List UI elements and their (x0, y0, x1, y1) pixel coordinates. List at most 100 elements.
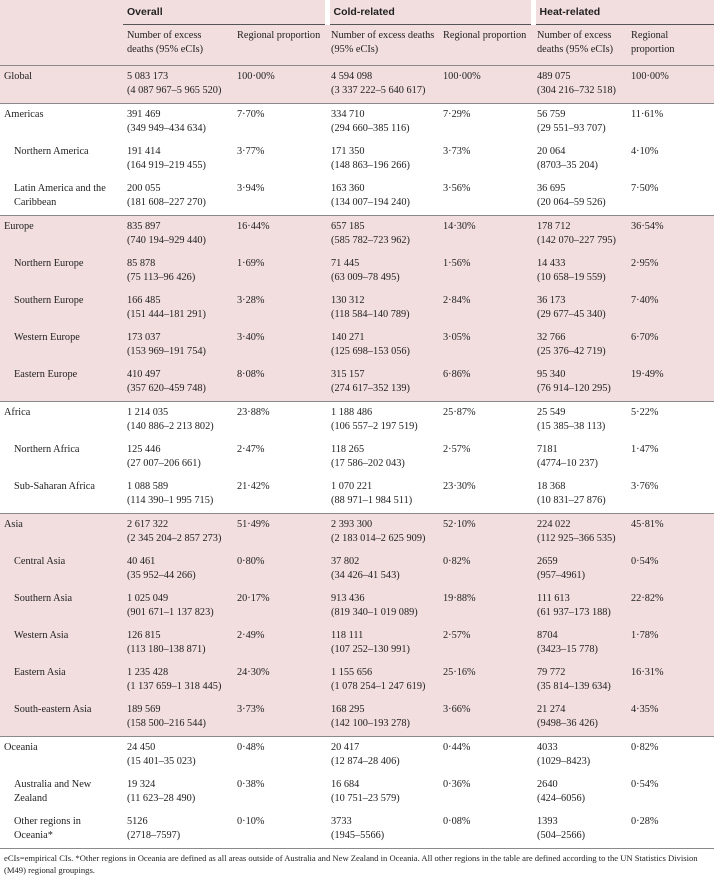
subregion-name: Eastern Asia (0, 662, 123, 699)
overall-deaths-cell: 1 235 428(1 137 659–1 318 445) (123, 662, 233, 699)
heat-deaths-value: 8704 (537, 629, 623, 643)
corner-cell (0, 0, 123, 25)
overall-deaths-value: 1 088 589 (127, 480, 229, 494)
heat-confidence-interval: (504–2566) (537, 829, 623, 843)
subregion-name: Latin America and the Caribbean (0, 178, 123, 216)
heat-deaths-cell: 25 549(15 385–38 113) (533, 402, 627, 440)
cold-deaths-cell: 20 417(12 874–28 406) (327, 737, 439, 775)
heat-deaths-cell: 18 368(10 831–27 876) (533, 476, 627, 514)
cold-regional-proportion: 25·87% (439, 402, 533, 440)
heat-deaths-cell: 111 613(61 937–173 188) (533, 588, 627, 625)
heat-regional-proportion: 19·49% (627, 364, 714, 402)
heat-deaths-cell: 7181(4774–10 237) (533, 439, 627, 476)
cold-confidence-interval: (1945–5566) (331, 829, 435, 843)
cold-deaths-cell: 3733(1945–5566) (327, 811, 439, 849)
overall-confidence-interval: (2718–7597) (127, 829, 229, 843)
cold-deaths-cell: 334 710(294 660–385 116) (327, 104, 439, 142)
overall-deaths-cell: 5126(2718–7597) (123, 811, 233, 849)
overall-regional-proportion: 3·40% (233, 327, 327, 364)
cold-deaths-value: 130 312 (331, 294, 435, 308)
heat-confidence-interval: (20 064–59 526) (537, 196, 623, 210)
cold-deaths-cell: 71 445(63 009–78 495) (327, 253, 439, 290)
overall-deaths-cell: 1 214 035(140 886–2 213 802) (123, 402, 233, 440)
heat-regional-proportion: 3·76% (627, 476, 714, 514)
heat-regional-proportion: 5·22% (627, 402, 714, 440)
cold-deaths-value: 118 265 (331, 443, 435, 457)
overall-regional-proportion: 3·94% (233, 178, 327, 216)
heat-deaths-cell: 178 712(142 070–227 795) (533, 216, 627, 254)
subregion-name: Australia and New Zealand (0, 774, 123, 811)
heat-deaths-value: 20 064 (537, 145, 623, 159)
column-header-deaths: Number of excess deaths (95% eCIs) (123, 25, 233, 66)
subregion-name: Southern Asia (0, 588, 123, 625)
overall-confidence-interval: (113 180–138 871) (127, 643, 229, 657)
heat-deaths-value: 32 766 (537, 331, 623, 345)
overall-deaths-value: 173 037 (127, 331, 229, 345)
heat-confidence-interval: (15 385–38 113) (537, 420, 623, 434)
cold-deaths-value: 171 350 (331, 145, 435, 159)
overall-confidence-interval: (901 671–1 137 823) (127, 606, 229, 620)
overall-regional-proportion: 1·69% (233, 253, 327, 290)
cold-confidence-interval: (88 971–1 984 511) (331, 494, 435, 508)
overall-deaths-cell: 410 497(357 620–459 748) (123, 364, 233, 402)
cold-deaths-value: 2 393 300 (331, 518, 435, 532)
heat-confidence-interval: (112 925–366 535) (537, 532, 623, 546)
cold-regional-proportion: 3·56% (439, 178, 533, 216)
subregion-name: Other regions in Oceania* (0, 811, 123, 849)
overall-deaths-cell: 126 815(113 180–138 871) (123, 625, 233, 662)
overall-deaths-cell: 19 324(11 623–28 490) (123, 774, 233, 811)
overall-regional-proportion: 0·10% (233, 811, 327, 849)
heat-regional-proportion: 7·40% (627, 290, 714, 327)
overall-confidence-interval: (35 952–44 266) (127, 569, 229, 583)
heat-deaths-cell: 2659(957–4961) (533, 551, 627, 588)
region-name: Americas (0, 104, 123, 142)
cold-confidence-interval: (142 100–193 278) (331, 717, 435, 731)
cold-confidence-interval: (585 782–723 962) (331, 234, 435, 248)
heat-regional-proportion: 2·95% (627, 253, 714, 290)
overall-regional-proportion: 3·28% (233, 290, 327, 327)
region-name: Oceania (0, 737, 123, 775)
cold-confidence-interval: (107 252–130 991) (331, 643, 435, 657)
cold-deaths-cell: 118 111(107 252–130 991) (327, 625, 439, 662)
cold-confidence-interval: (34 426–41 543) (331, 569, 435, 583)
subregion-name: Central Asia (0, 551, 123, 588)
heat-deaths-value: 224 022 (537, 518, 623, 532)
cold-deaths-cell: 168 295(142 100–193 278) (327, 699, 439, 737)
cold-confidence-interval: (10 751–23 579) (331, 792, 435, 806)
heat-deaths-cell: 32 766(25 376–42 719) (533, 327, 627, 364)
heat-confidence-interval: (35 814–139 634) (537, 680, 623, 694)
group-header-overall: Overall (123, 0, 327, 25)
cold-confidence-interval: (819 340–1 019 089) (331, 606, 435, 620)
overall-regional-proportion: 0·48% (233, 737, 327, 775)
cold-deaths-cell: 4 594 098(3 337 222–5 640 617) (327, 66, 439, 104)
overall-deaths-value: 189 569 (127, 703, 229, 717)
heat-deaths-cell: 2640(424–6056) (533, 774, 627, 811)
column-header-proportion: Regional proportion (627, 25, 714, 66)
heat-deaths-cell: 79 772(35 814–139 634) (533, 662, 627, 699)
cold-regional-proportion: 100·00% (439, 66, 533, 104)
cold-regional-proportion: 25·16% (439, 662, 533, 699)
overall-regional-proportion: 8·08% (233, 364, 327, 402)
heat-confidence-interval: (1029–8423) (537, 755, 623, 769)
overall-deaths-cell: 1 088 589(114 390–1 995 715) (123, 476, 233, 514)
cold-confidence-interval: (148 863–196 266) (331, 159, 435, 173)
heat-confidence-interval: (10 831–27 876) (537, 494, 623, 508)
overall-deaths-cell: 24 450(15 401–35 023) (123, 737, 233, 775)
overall-confidence-interval: (114 390–1 995 715) (127, 494, 229, 508)
heat-deaths-cell: 36 173(29 677–45 340) (533, 290, 627, 327)
overall-confidence-interval: (357 620–459 748) (127, 382, 229, 396)
heat-deaths-value: 7181 (537, 443, 623, 457)
subregion-name: Northern Europe (0, 253, 123, 290)
heat-confidence-interval: (3423–15 778) (537, 643, 623, 657)
overall-regional-proportion: 2·47% (233, 439, 327, 476)
